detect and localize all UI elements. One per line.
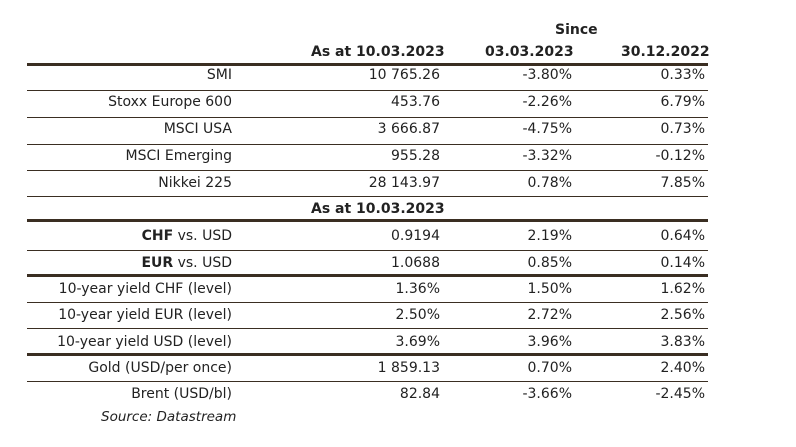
- row-label: 10-year yield EUR (level): [58, 307, 232, 323]
- row-label: CHF vs. USD: [27, 228, 232, 244]
- row-change-ytd: -2.45%: [655, 386, 705, 402]
- row-change-ytd: 0.14%: [660, 255, 705, 271]
- row-value: 2.50%: [395, 307, 440, 323]
- section4-rule: [27, 353, 708, 356]
- row-label: EUR vs. USD: [27, 255, 232, 271]
- row-label: 10-year yield CHF (level): [58, 281, 232, 297]
- row-label: SMI: [206, 67, 232, 83]
- row-change-week: 0.70%: [527, 360, 572, 376]
- row-divider: [27, 170, 708, 171]
- header-col-as-at: As at 10.03.2023: [311, 44, 445, 60]
- row-value: 1 859.13: [377, 360, 440, 376]
- row-change-week: -4.75%: [522, 121, 572, 137]
- row-value: 82.84: [399, 386, 440, 402]
- section2-rule: [27, 219, 708, 222]
- row-change-week: 2.72%: [527, 307, 572, 323]
- row-change-ytd: 3.83%: [660, 334, 705, 350]
- row-value: 10 765.26: [368, 67, 440, 83]
- since-label: Since: [555, 22, 598, 38]
- row-change-week: -2.26%: [522, 94, 572, 110]
- row-change-week: 3.96%: [527, 334, 572, 350]
- section3-rule: [27, 274, 708, 277]
- row-value: 3.69%: [395, 334, 440, 350]
- row-divider: [27, 144, 708, 145]
- row-value: 955.28: [391, 148, 440, 164]
- row-label: 10-year yield USD (level): [57, 334, 232, 350]
- header-col-since-year: 30.12.2022: [621, 44, 710, 60]
- row-change-week: -3.66%: [522, 386, 572, 402]
- row-value: 453.76: [391, 94, 440, 110]
- row-change-week: 2.19%: [527, 228, 572, 244]
- row-value: 1.36%: [395, 281, 440, 297]
- row-divider: [27, 250, 708, 251]
- header-rule: [27, 63, 708, 66]
- row-divider: [27, 302, 708, 303]
- header-col-since-week: 03.03.2023: [485, 44, 574, 60]
- row-label: MSCI USA: [163, 121, 232, 137]
- row-divider: [27, 117, 708, 118]
- row-value: 28 143.97: [368, 175, 440, 191]
- row-divider: [27, 381, 708, 382]
- row-change-week: 0.85%: [527, 255, 572, 271]
- row-change-ytd: 7.85%: [660, 175, 705, 191]
- row-change-week: 1.50%: [527, 281, 572, 297]
- row-divider: [27, 196, 708, 197]
- row-value: 3 666.87: [377, 121, 440, 137]
- row-change-ytd: 2.56%: [660, 307, 705, 323]
- row-label: Stoxx Europe 600: [108, 94, 232, 110]
- currency-suffix: vs. USD: [173, 255, 232, 271]
- source-note: Source: Datastream: [101, 409, 237, 425]
- row-label: Brent (USD/bl): [131, 386, 232, 402]
- row-change-ytd: 0.64%: [660, 228, 705, 244]
- currency-suffix: vs. USD: [173, 228, 232, 244]
- row-value: 1.0688: [391, 255, 440, 271]
- row-change-week: 0.78%: [527, 175, 572, 191]
- row-label: Nikkei 225: [158, 175, 232, 191]
- row-label: Gold (USD/per once): [88, 360, 232, 376]
- row-change-ytd: 6.79%: [660, 94, 705, 110]
- row-change-ytd: 1.62%: [660, 281, 705, 297]
- row-label: MSCI Emerging: [125, 148, 232, 164]
- row-change-ytd: 0.33%: [660, 67, 705, 83]
- row-change-ytd: -0.12%: [655, 148, 705, 164]
- section2-header: As at 10.03.2023: [311, 201, 445, 217]
- row-change-week: -3.32%: [522, 148, 572, 164]
- row-change-ytd: 2.40%: [660, 360, 705, 376]
- currency-code: EUR: [141, 255, 174, 271]
- row-divider: [27, 90, 708, 91]
- row-change-ytd: 0.73%: [660, 121, 705, 137]
- row-value: 0.9194: [391, 228, 440, 244]
- row-divider: [27, 328, 708, 329]
- currency-code: CHF: [141, 228, 174, 244]
- row-change-week: -3.80%: [522, 67, 572, 83]
